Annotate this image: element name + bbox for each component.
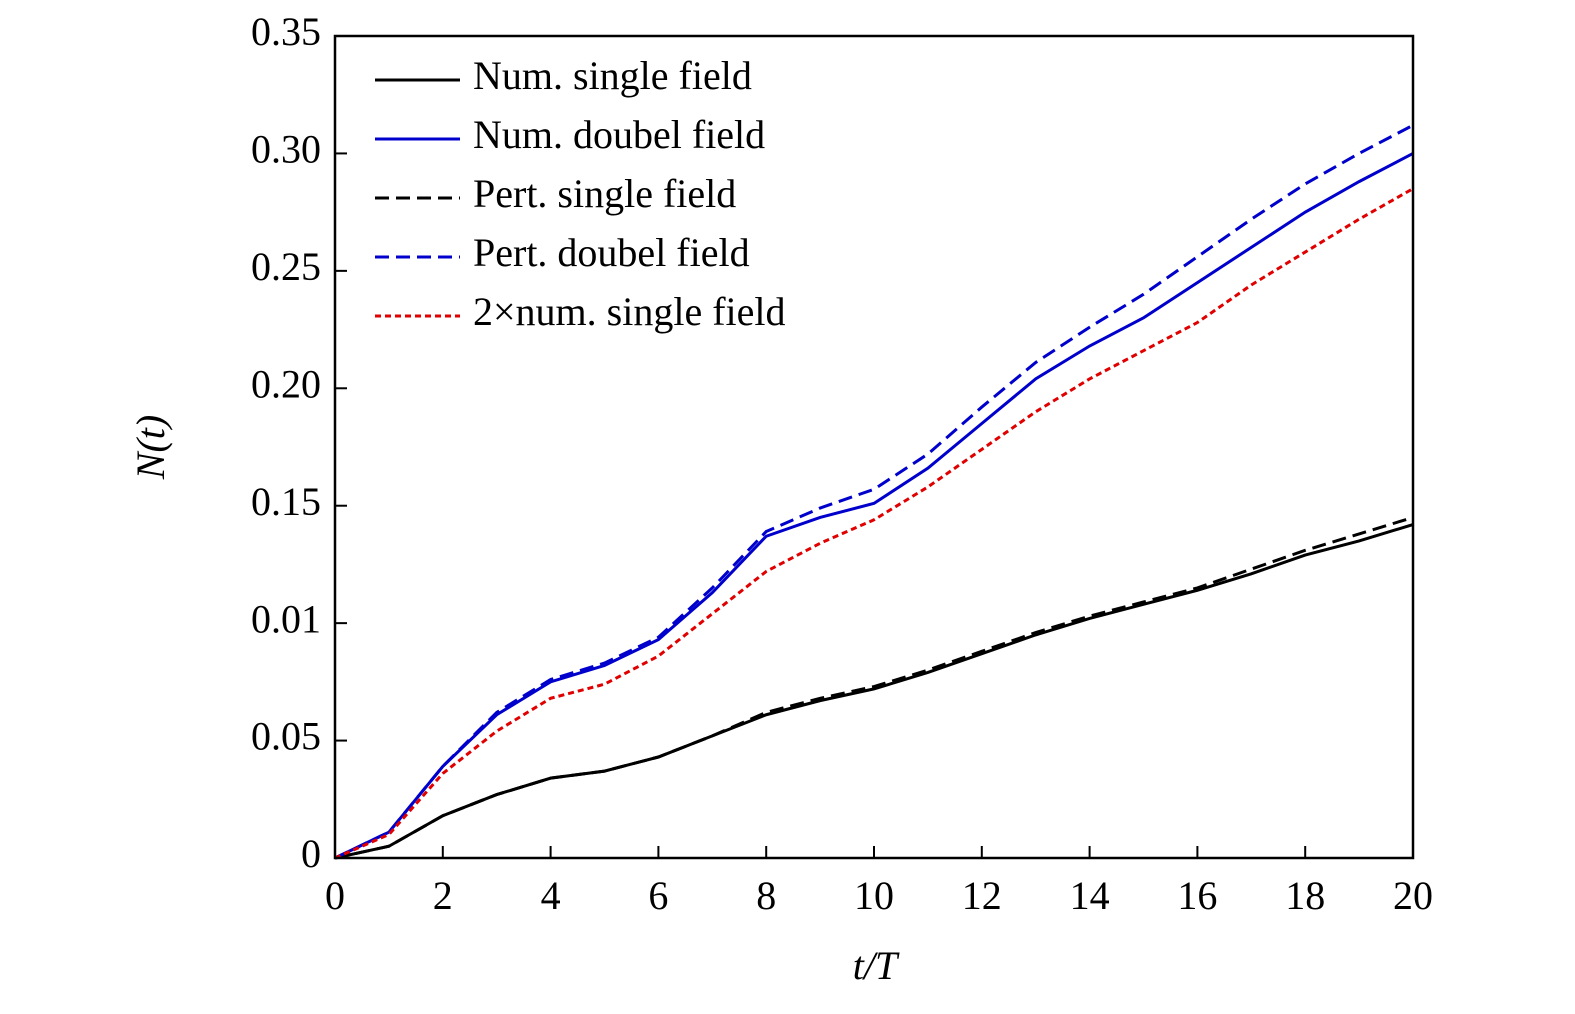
x-tick-label: 2 <box>433 873 453 918</box>
x-tick-label: 6 <box>648 873 668 918</box>
y-tick-label: 0.25 <box>251 244 321 289</box>
legend-label: Pert. doubel field <box>473 230 750 275</box>
series-line <box>334 152 1414 860</box>
x-tick-label: 8 <box>756 873 776 918</box>
x-tick-label: 14 <box>1070 873 1110 918</box>
y-tick-label: 0.15 <box>251 479 321 524</box>
x-tick-label: 12 <box>962 873 1002 918</box>
plot-frame <box>333 34 1415 860</box>
series-line <box>334 187 1414 860</box>
series-line <box>334 516 1414 860</box>
y-tick-label: 0.35 <box>251 9 321 54</box>
y-axis-title: N(t) <box>128 415 173 480</box>
y-tick-label: 0 <box>301 831 321 876</box>
y-tick-label: 0.20 <box>251 361 321 406</box>
x-tick-label: 18 <box>1285 873 1325 918</box>
x-axis-title: t/T <box>853 943 900 988</box>
legend-label: Num. single field <box>473 53 752 98</box>
legend-label: 2×num. single field <box>473 289 786 334</box>
x-tick-label: 4 <box>541 873 561 918</box>
y-tick-label: 0.05 <box>251 714 321 759</box>
x-tick-label: 10 <box>854 873 894 918</box>
series-line <box>334 123 1414 860</box>
x-tick-label: 0 <box>325 873 345 918</box>
y-tick-label: 0.01 <box>251 596 321 641</box>
y-tick-label: 0.30 <box>251 127 321 172</box>
legend-label: Pert. single field <box>473 171 736 216</box>
legend-label: Num. doubel field <box>473 112 765 157</box>
x-tick-label: 20 <box>1393 873 1433 918</box>
series-line <box>334 523 1414 860</box>
x-tick-label: 16 <box>1177 873 1217 918</box>
